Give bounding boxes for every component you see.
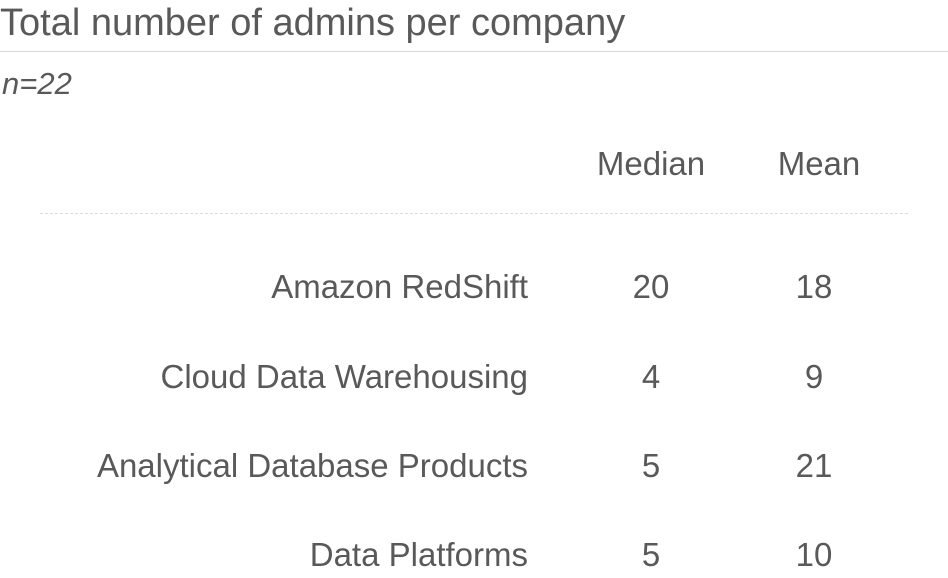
row-label: Analytical Database Products xyxy=(96,447,528,484)
header-divider xyxy=(40,213,908,214)
mean-value: 21 xyxy=(795,447,833,484)
median-value: 4 xyxy=(641,358,661,395)
mean-value: 10 xyxy=(795,536,833,573)
table-row: Amazon RedShift 20 18 xyxy=(0,265,948,309)
row-label: Data Platforms xyxy=(309,536,528,573)
title-divider xyxy=(0,51,948,52)
column-header-mean: Mean xyxy=(777,145,861,182)
row-label: Amazon RedShift xyxy=(271,268,528,305)
column-header-median: Median xyxy=(596,145,706,182)
median-value: 20 xyxy=(632,268,670,305)
mean-value: 9 xyxy=(804,358,824,395)
table-row: Cloud Data Warehousing 4 9 xyxy=(0,355,948,399)
median-value: 5 xyxy=(641,536,661,573)
row-label: Cloud Data Warehousing xyxy=(160,358,528,395)
table-row: Analytical Database Products 5 21 xyxy=(0,444,948,488)
chart-title: Total number of admins per company xyxy=(0,2,626,44)
mean-value: 18 xyxy=(795,268,833,305)
chart-subtitle: n=22 xyxy=(2,66,72,101)
table-row: Data Platforms 5 10 xyxy=(0,533,948,577)
median-value: 5 xyxy=(641,447,661,484)
